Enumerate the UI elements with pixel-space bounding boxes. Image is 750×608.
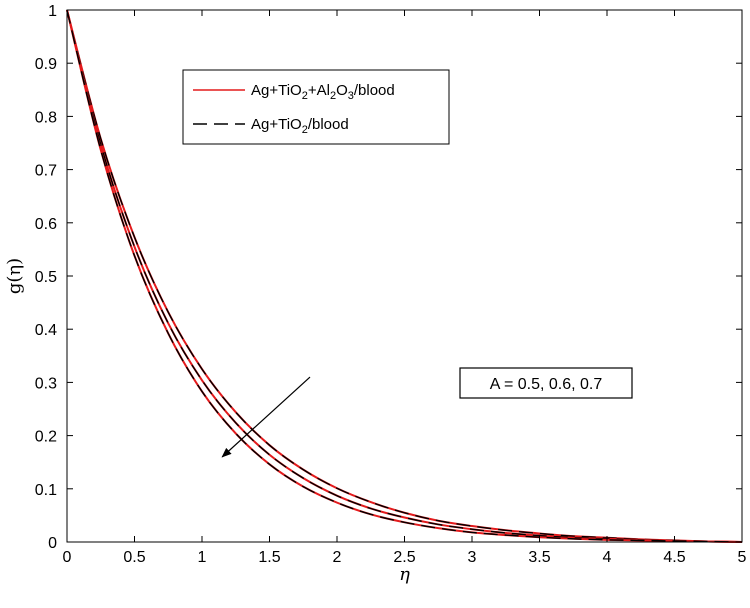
annotation-box	[459, 367, 633, 399]
y-tick-label: 0.8	[35, 109, 57, 126]
annotation-text: A = 0.5, 0.6, 0.7	[490, 376, 603, 393]
x-tick-label: 4.5	[663, 549, 685, 566]
y-tick-label: 1	[48, 3, 57, 20]
y-tick-label: 0.9	[35, 56, 57, 73]
curves-layer	[66, 9, 743, 543]
y-axis-label: g(η)	[4, 258, 25, 294]
y-tick-label: 0	[48, 535, 57, 552]
x-tick-label: 3	[468, 549, 477, 566]
x-tick-label: 0.5	[123, 549, 145, 566]
y-tick-label: 0.5	[35, 269, 57, 286]
x-tick-label: 4	[603, 549, 612, 566]
x-tick-label: 2	[333, 549, 342, 566]
y-tick-label: 0.6	[35, 216, 57, 233]
y-tick-label: 0.3	[35, 375, 57, 392]
ticks-layer: 0 0.5 1 1.5 2 2.5 3 3.5 4 4.5 5 0 0.1 0.2 0.3 0.4 0.5 0.6…	[35, 3, 747, 566]
x-tick-label: 5	[738, 549, 747, 566]
legend-entry-label: Ag+TiO2/blood	[251, 116, 349, 136]
x-axis-label: η	[399, 564, 410, 585]
direction-arrow	[221, 376, 311, 458]
legend-box	[182, 69, 450, 145]
y-tick-label: 0.2	[35, 429, 57, 446]
annotation: A = 0.5, 0.6, 0.7	[221, 367, 633, 458]
legend: Ag+TiO2+Al2O3/blood Ag+TiO2/blood	[182, 69, 450, 145]
x-tick-label: 1	[198, 549, 207, 566]
series-line-ag-tio2-blood-2	[66, 9, 743, 543]
y-tick-label: 0.1	[35, 482, 57, 499]
x-tick-label: 0	[63, 549, 72, 566]
x-tick-label: 3.5	[528, 549, 550, 566]
x-tick-label: 1.5	[258, 549, 280, 566]
x-tick-label: 2.5	[393, 549, 415, 566]
legend-entry-label: Ag+TiO2+Al2O3/blood	[251, 82, 395, 102]
y-tick-label: 0.4	[35, 322, 57, 339]
y-tick-label: 0.7	[35, 163, 57, 180]
